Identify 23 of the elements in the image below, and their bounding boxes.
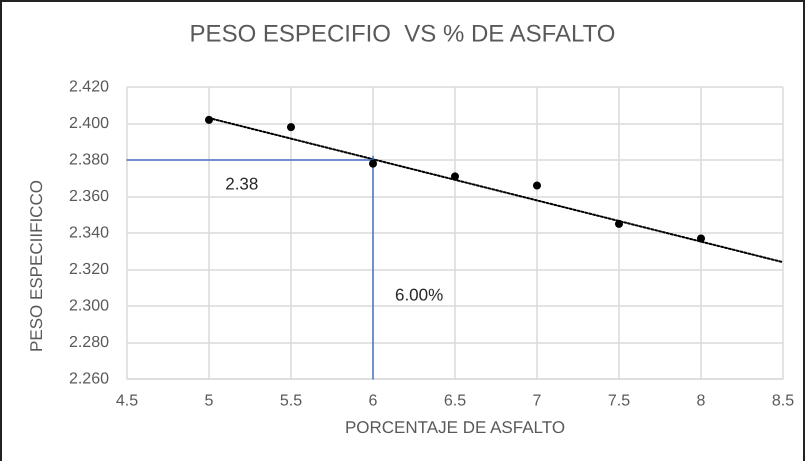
y-tick-label: 2.320 <box>68 261 110 278</box>
chart-title: PESO ESPECIFIO VS % DE ASFALTO <box>190 20 616 48</box>
x-tick-label: 6 <box>368 392 378 410</box>
y-tick-label: 2.400 <box>68 115 110 132</box>
annotation: 2.38 <box>225 174 258 194</box>
x-tick-label: 7 <box>532 392 542 410</box>
y-tick-label: 2.280 <box>68 334 110 351</box>
x-tick-label: 4.5 <box>116 392 138 410</box>
y-tick-label: 2.380 <box>68 152 110 168</box>
y-tick-label: 2.340 <box>68 224 110 242</box>
x-axis-title: PORCENTAJE DE ASFALTO <box>344 418 566 437</box>
x-tick-label: 5.5 <box>280 392 302 410</box>
x-tick-label: 8.5 <box>772 392 794 410</box>
y-tick-label: 2.420 <box>68 78 110 96</box>
y-tick-label: 2.260 <box>68 370 110 388</box>
y-tick-label: 2.360 <box>68 188 110 205</box>
annotation: 6.00% <box>395 286 444 305</box>
x-tick-label: 7.5 <box>608 392 630 410</box>
x-tick-label: 6.5 <box>444 392 466 410</box>
y-tick-label: 2.300 <box>68 298 110 314</box>
x-tick-label: 8 <box>696 392 706 410</box>
x-tick-label: 5 <box>204 392 214 410</box>
y-axis-title: PESO ESPECIIFICCO <box>27 180 46 352</box>
